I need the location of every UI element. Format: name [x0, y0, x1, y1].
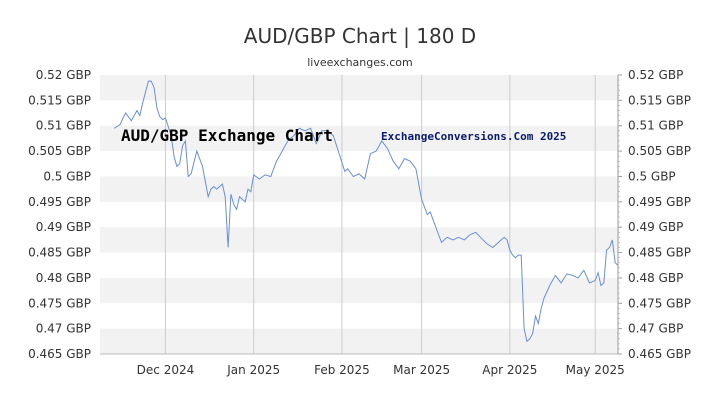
- y-axis-left: 0.52 GBP 0.515 GBP 0.51 GBP 0.505 GBP 0.5 GB…: [28, 68, 91, 361]
- y-tick-label-left: 0.48 GBP: [36, 271, 91, 285]
- y-tick-label-left: 0.505 GBP: [28, 144, 91, 158]
- watermark-site-label: ExchangeConversions.Com 2025: [381, 130, 566, 143]
- y-tick-label-left: 0.52 GBP: [36, 68, 91, 82]
- y-tick-label-left: 0.47 GBP: [36, 322, 91, 336]
- grid-band: [100, 227, 618, 253]
- y-tick-label-right: 0.485 GBP: [628, 246, 691, 260]
- axes: [100, 75, 619, 355]
- y-tick-label-left: 0.49 GBP: [36, 220, 91, 234]
- x-tick-label: Feb 2025: [314, 363, 370, 377]
- y-tick-label-right: 0.49 GBP: [628, 220, 683, 234]
- y-tick-label-left: 0.465 GBP: [28, 347, 91, 361]
- y-tick-label-right: 0.465 GBP: [628, 347, 691, 361]
- y-tick-label-right: 0.5 GBP: [628, 169, 676, 183]
- y-tick-label-right: 0.51 GBP: [628, 119, 683, 133]
- y-tick-label-right: 0.48 GBP: [628, 271, 683, 285]
- grid-band: [100, 75, 618, 101]
- x-axis: Dec 2024 Jan 2025 Feb 2025 Mar 2025 Apr 2025…: [137, 363, 625, 377]
- y-tick-label-left: 0.5 GBP: [43, 169, 91, 183]
- grid-band: [100, 277, 618, 304]
- watermark-chart-label: AUD/GBP Exchange Chart: [121, 126, 333, 145]
- x-tick-label: Dec 2024: [137, 363, 195, 377]
- y-tick-label-right: 0.475 GBP: [628, 296, 691, 310]
- y-tick-label-right: 0.47 GBP: [628, 322, 683, 336]
- grid-band: [100, 176, 618, 202]
- x-tick-label: Jan 2025: [226, 363, 280, 377]
- chart-subtitle: liveexchanges.com: [307, 56, 413, 69]
- y-tick-label-left: 0.485 GBP: [28, 246, 91, 260]
- chart-title: AUD/GBP Chart | 180 D: [243, 24, 477, 48]
- y-tick-label-right: 0.505 GBP: [628, 144, 691, 158]
- series-line: [113, 80, 619, 343]
- y-tick-label-right: 0.515 GBP: [628, 93, 691, 107]
- y-tick-label-right: 0.495 GBP: [628, 195, 691, 209]
- y-tick-label-left: 0.475 GBP: [28, 296, 91, 310]
- x-tick-label: Apr 2025: [482, 363, 537, 377]
- x-tick-label: May 2025: [566, 363, 625, 377]
- y-tick-label-left: 0.515 GBP: [28, 93, 91, 107]
- y-tick-label-right: 0.52 GBP: [628, 68, 683, 82]
- x-tick-label: Mar 2025: [393, 363, 450, 377]
- y-tick-label-left: 0.51 GBP: [36, 119, 91, 133]
- grid-band: [100, 328, 618, 354]
- month-gridlines: [164, 75, 596, 354]
- y-tick-label-left: 0.495 GBP: [28, 195, 91, 209]
- y-axis-right: 0.52 GBP 0.515 GBP 0.51 GBP 0.505 GBP 0.5 GB…: [618, 68, 691, 361]
